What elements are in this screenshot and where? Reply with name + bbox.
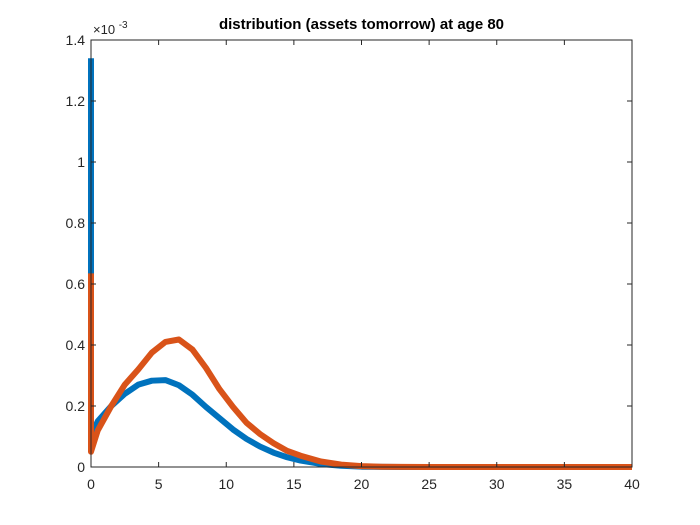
ticks-layer: 0 5 10 15 20 25 30 35 40 0 0.2 0.4 0.6 0.8 1 1.2 1.4 (66, 32, 640, 492)
y-tick-label: 0.6 (66, 276, 86, 292)
chart-title: distribution (assets tomorrow) at age 80 (219, 16, 504, 33)
x-tick-label: 40 (624, 476, 640, 492)
y-exponent-power: -3 (119, 20, 128, 31)
x-tick-label: 0 (87, 476, 95, 492)
x-tick-label: 30 (489, 476, 505, 492)
y-exponent-base: ×10 (93, 22, 115, 37)
y-tick-label: 0.8 (66, 215, 86, 231)
y-axis-exponent: ×10 -3 (93, 20, 128, 37)
y-tick-label: 1 (77, 154, 85, 170)
y-tick-label: 1.4 (66, 32, 86, 48)
plot-area (91, 40, 632, 467)
y-tick-label: 0 (77, 459, 85, 475)
y-tick-label: 0.4 (66, 337, 86, 353)
x-tick-label: 5 (155, 476, 163, 492)
x-tick-label: 15 (286, 476, 302, 492)
y-tick-label: 0.2 (66, 398, 86, 414)
x-tick-label: 10 (218, 476, 234, 492)
x-tick-label: 35 (557, 476, 573, 492)
x-tick-label: 25 (421, 476, 437, 492)
x-tick-label: 20 (354, 476, 370, 492)
y-tick-label: 1.2 (66, 93, 86, 109)
